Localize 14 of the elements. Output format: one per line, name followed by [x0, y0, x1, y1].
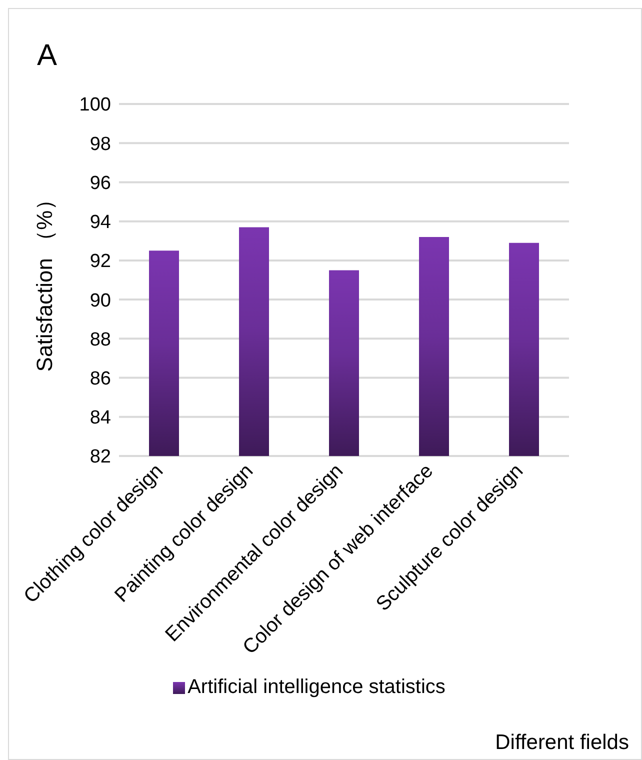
y-tick-label: 90 — [90, 290, 111, 312]
y-tick-label: 100 — [79, 94, 111, 116]
y-tick-label: 84 — [90, 408, 112, 429]
x-axis-title: Different fields — [495, 731, 629, 755]
y-tick-label: 92 — [90, 251, 111, 272]
legend-label: Artificial intelligence statistics — [186, 676, 446, 699]
y-tick-label: 94 — [90, 212, 112, 234]
y-tick-label: 82 — [90, 446, 111, 468]
y-axis-title: Satisfaction （%） — [32, 188, 57, 372]
y-tick-label: 98 — [90, 134, 111, 155]
chart-title: A — [37, 39, 58, 73]
y-tick-label: 86 — [90, 368, 111, 390]
y-tick-label: 96 — [90, 172, 111, 194]
y-tick-label: 88 — [90, 329, 111, 350]
